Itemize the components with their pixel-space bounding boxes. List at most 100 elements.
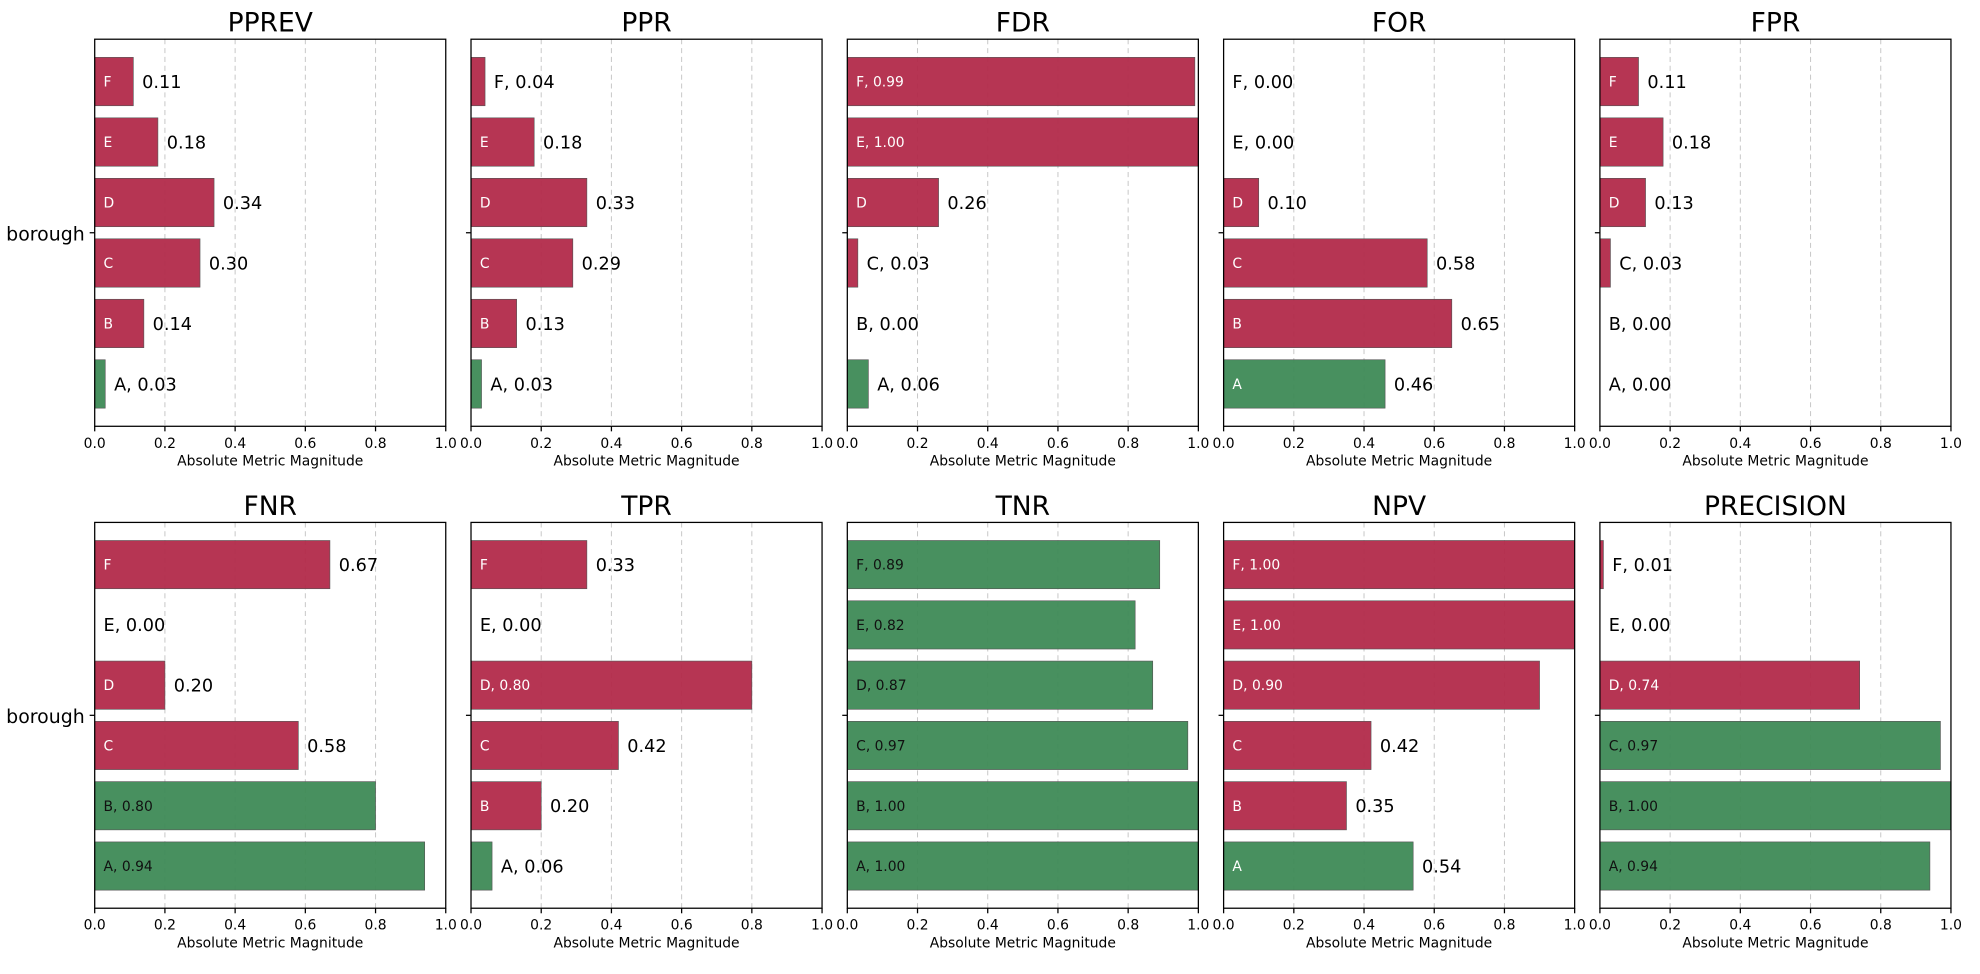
- data-label: 0.13: [1654, 194, 1693, 214]
- data-label: 0.33: [596, 556, 635, 576]
- bar-inner-label: D: [856, 196, 867, 212]
- tick-label: 0.0: [1213, 918, 1235, 934]
- tick-label: 0.6: [294, 918, 316, 934]
- bar-inner-label: B: [480, 799, 490, 815]
- bar-inner-label: B: [104, 317, 114, 333]
- bar-inner-label: E, 1.00: [1232, 618, 1281, 634]
- data-label: 0.42: [1380, 737, 1419, 757]
- tick-label: 0.4: [600, 918, 622, 934]
- tick-label: 0.2: [1659, 436, 1681, 452]
- data-label: 0.11: [142, 73, 181, 93]
- data-label: 0.18: [1672, 133, 1711, 153]
- chart-panel-npv: A 0.54 B 0.35 C 0.42 D, 0.90 E, 1.00 F, 1.00 0.0 0…: [1213, 491, 1586, 952]
- bar-inner-label: E: [1609, 135, 1618, 151]
- tick-label: 0.8: [1117, 436, 1139, 452]
- bar-inner-label: A: [1232, 859, 1242, 875]
- bar-d: [1223, 660, 1540, 710]
- bar-e: [1599, 117, 1664, 167]
- x-axis-label: Absolute Metric Magnitude: [930, 935, 1116, 951]
- data-label: C, 0.03: [1619, 254, 1682, 274]
- chart-panel-tnr: A, 1.00 B, 1.00 C, 0.97 D, 0.87 E, 0.82 F, 0.…: [836, 491, 1209, 952]
- bar-inner-label: D: [1609, 196, 1620, 212]
- bar-b: [846, 781, 1199, 831]
- bar-c: [846, 721, 1189, 770]
- bar-c: [1599, 721, 1941, 770]
- data-label: 0.14: [153, 315, 192, 335]
- chart-panel-pprev: A, 0.03 B 0.14 C 0.30 D 0.34 E 0.18 F 0.11 0.0 0.2 0.…: [6, 8, 457, 470]
- data-label: A, 0.06: [501, 857, 564, 877]
- bar-inner-label: D: [104, 196, 115, 212]
- bar-inner-label: F: [104, 75, 112, 91]
- x-axis-label: Absolute Metric Magnitude: [1306, 935, 1492, 951]
- bar-inner-label: C: [104, 739, 114, 755]
- bar-inner-label: C: [480, 739, 490, 755]
- data-label: A, 0.06: [877, 375, 940, 395]
- data-label: 0.20: [550, 797, 589, 817]
- bar-inner-label: E, 0.82: [856, 618, 905, 634]
- tick-label: 0.4: [224, 436, 246, 452]
- bar-e: [94, 117, 159, 167]
- bar-f: [846, 57, 1196, 107]
- bar-inner-label: C: [104, 256, 114, 272]
- tick-label: 0.8: [1117, 918, 1139, 934]
- tick-label: 0.4: [977, 918, 999, 934]
- data-label: F, 0.01: [1612, 556, 1673, 576]
- tick-label: 0.0: [460, 918, 482, 934]
- bar-inner-label: D, 0.74: [1609, 678, 1660, 694]
- bar-f: [94, 540, 331, 590]
- data-label: 0.11: [1647, 73, 1686, 93]
- bar-d: [470, 178, 588, 228]
- bar-inner-label: B, 1.00: [1609, 799, 1658, 815]
- bar-f: [1599, 57, 1639, 107]
- bar-inner-label: C: [1232, 256, 1242, 272]
- tick-label: 0.8: [1870, 436, 1892, 452]
- tick-label: 0.2: [1283, 918, 1305, 934]
- bar-d: [846, 660, 1154, 710]
- data-label: 0.58: [1436, 254, 1475, 274]
- bar-d: [1599, 660, 1861, 710]
- tick-label: 0.2: [154, 918, 176, 934]
- bar-d: [94, 660, 166, 710]
- y-axis-label: borough: [6, 223, 85, 245]
- tick-label: 0.2: [154, 436, 176, 452]
- bar-a: [94, 359, 106, 409]
- data-label: E, 0.00: [1609, 616, 1671, 636]
- chart-panel-fdr: A, 0.06 B, 0.00 C, 0.03 D 0.26 E, 1.00 F, 0.99…: [836, 8, 1209, 470]
- bar-e: [470, 117, 535, 167]
- bar-inner-label: C: [480, 256, 490, 272]
- data-label: 0.10: [1268, 194, 1307, 214]
- data-label: 0.35: [1355, 797, 1394, 817]
- data-label: F, 0.00: [1232, 73, 1293, 93]
- bar-c: [94, 238, 201, 288]
- bar-b: [94, 781, 376, 831]
- bar-inner-label: A, 0.94: [104, 859, 153, 875]
- data-label: B, 0.00: [1609, 315, 1672, 335]
- data-label: 0.54: [1422, 857, 1461, 877]
- tick-label: 1.0: [811, 436, 833, 452]
- tick-label: 0.6: [1423, 436, 1445, 452]
- data-label: E, 0.00: [104, 616, 166, 636]
- data-label: 0.20: [174, 676, 213, 696]
- chart-panel-ppr: A, 0.03 B 0.13 C 0.29 D 0.33 E 0.18 F, 0.04 0.0 0.2…: [460, 8, 833, 470]
- bar-b: [1223, 298, 1453, 348]
- bar-c: [470, 721, 619, 770]
- bar-inner-label: A, 1.00: [856, 859, 905, 875]
- tick-label: 0.4: [224, 918, 246, 934]
- bar-inner-label: E: [104, 135, 113, 151]
- tick-label: 0.6: [294, 436, 316, 452]
- tick-label: 0.4: [1729, 918, 1751, 934]
- bar-e: [846, 117, 1199, 167]
- tick-label: 0.0: [836, 436, 858, 452]
- data-label: C, 0.03: [867, 254, 930, 274]
- tick-label: 0.6: [1800, 918, 1822, 934]
- tick-label: 0.8: [365, 436, 387, 452]
- data-label: 0.29: [582, 254, 621, 274]
- tick-label: 0.8: [1493, 436, 1515, 452]
- tick-label: 0.6: [1800, 436, 1822, 452]
- chart-panel-fnr: A, 0.94 B, 0.80 C 0.58 D 0.20 E, 0.00 F 0.67 0.0 0…: [6, 491, 457, 952]
- tick-label: 1.0: [1940, 436, 1962, 452]
- bar-b: [94, 298, 145, 348]
- data-label: 0.67: [339, 556, 378, 576]
- bar-inner-label: D, 0.87: [856, 678, 906, 694]
- bar-inner-label: A: [1232, 377, 1242, 393]
